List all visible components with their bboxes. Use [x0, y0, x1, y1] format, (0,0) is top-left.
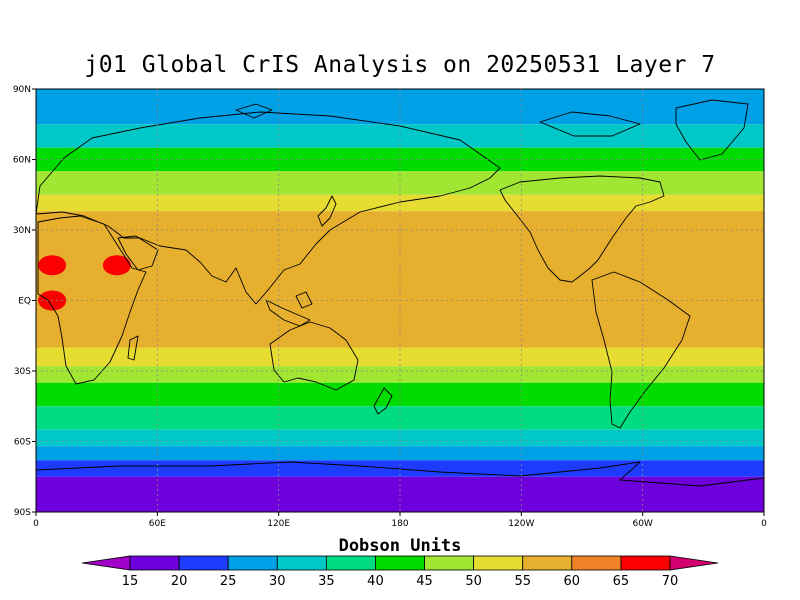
lat-tick-label: 30S — [14, 367, 31, 377]
colorbar-label: 35 — [318, 574, 335, 589]
colorbar-label: 40 — [367, 574, 384, 589]
lat-tick-label: 30N — [13, 226, 31, 236]
colorbar-swatch — [129, 555, 180, 571]
colorbar-label: 25 — [220, 574, 237, 589]
colorbar-under-arrow — [81, 555, 131, 571]
latitude-ticks: 90N 60N 30N EQ 30S 60S 90S — [13, 85, 36, 518]
colorbar: 15 20 25 30 35 40 45 50 55 60 65 70 — [81, 555, 719, 589]
lon-tick-label: 120W — [508, 519, 534, 529]
lat-tick-label: 90S — [14, 508, 31, 518]
lat-tick-label: 90N — [13, 85, 31, 95]
zonal-band-12 — [36, 460, 764, 477]
lat-tick-label: EQ — [18, 297, 31, 307]
lat-tick-label: 60S — [14, 438, 31, 448]
colorbar-swatch — [227, 555, 278, 571]
zonal-band-4 — [36, 194, 764, 212]
colorbar-label: 70 — [662, 574, 679, 589]
colorbar-title: Dobson Units — [338, 536, 462, 556]
colorbar-label: 20 — [171, 574, 188, 589]
zonal-band-9 — [36, 406, 764, 430]
map-title: j01 Global CrIS Analysis on 20250531 Lay… — [84, 52, 716, 78]
colorbar-label: 50 — [465, 574, 482, 589]
hotspot-1 — [102, 255, 131, 276]
colorbar-swatch — [325, 555, 376, 571]
lon-tick-label: 180 — [391, 519, 408, 529]
zonal-band-11 — [36, 446, 764, 461]
colorbar-label: 15 — [122, 574, 139, 589]
zonal-band-6 — [36, 347, 764, 367]
colorbar-label: 45 — [416, 574, 433, 589]
graticule — [36, 89, 764, 512]
hotspot-0 — [38, 255, 67, 276]
lon-tick-label: 0 — [761, 519, 767, 529]
zonal-band-10 — [36, 429, 764, 447]
colorbar-label: 65 — [613, 574, 630, 589]
colorbar-swatch — [424, 555, 475, 571]
lon-tick-label: 60E — [149, 519, 166, 529]
coastlines — [36, 99, 764, 512]
colorbar-swatch — [620, 555, 671, 571]
lon-tick-label: 0 — [33, 519, 39, 529]
longitude-ticks: 0 60E 120E 180 120W 60W 0 — [33, 512, 767, 529]
lat-tick-label: 60N — [13, 156, 31, 166]
colorbar-swatch — [571, 555, 622, 571]
lon-tick-label: 60W — [632, 519, 652, 529]
colorbar-label: 60 — [564, 574, 581, 589]
colorbar-swatch — [178, 555, 229, 571]
lon-tick-label: 120E — [267, 519, 290, 529]
colorbar-swatch — [276, 555, 327, 571]
colorbar-over-arrow — [669, 555, 719, 571]
colorbar-swatch — [375, 555, 425, 571]
colorbar-label: 30 — [269, 574, 286, 589]
colorbar-swatch — [473, 555, 524, 571]
colorbar-label: 55 — [514, 574, 531, 589]
colorbar-swatch — [522, 555, 573, 571]
